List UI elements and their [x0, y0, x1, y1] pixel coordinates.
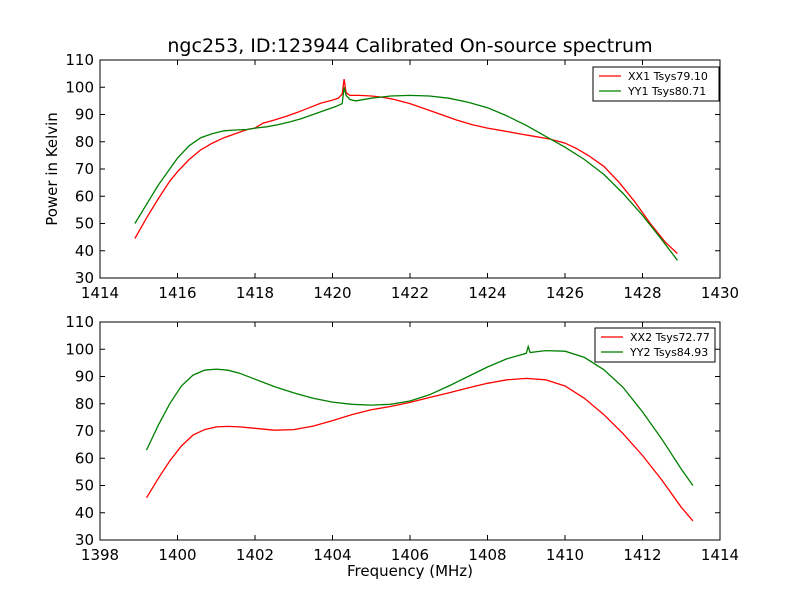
series-line-2-2 [145, 344, 694, 486]
y-tick-label: 110 [65, 51, 94, 69]
x-tick-label: 1422 [391, 284, 429, 302]
y-tick-label: 80 [75, 395, 94, 413]
x-tick-label: 1424 [468, 284, 506, 302]
x-tick-label: 1426 [546, 284, 584, 302]
y-tick-label: 90 [75, 106, 94, 124]
x-tick-label: 1406 [391, 546, 429, 564]
x-tick-label: 1402 [236, 546, 274, 564]
x-tick-label: 1408 [468, 546, 506, 564]
y-axis-label: Power in Kelvin [43, 112, 61, 226]
y-tick-label: 100 [65, 340, 94, 358]
x-tick-label: 1398 [81, 546, 119, 564]
legend-label-1-1: XX1 Tsys79.10 [628, 70, 708, 83]
x-tick-label: 1420 [313, 284, 351, 302]
legend-label-2-2: YY2 Tsys84.93 [629, 346, 708, 359]
x-tick-label: 1400 [158, 546, 196, 564]
x-tick-label: 1404 [313, 546, 351, 564]
y-tick-label: 100 [65, 78, 94, 96]
x-axis-label: Frequency (MHz) [347, 562, 473, 580]
y-tick-label: 110 [65, 313, 94, 331]
y-tick-label: 60 [75, 449, 94, 467]
y-tick-label: 30 [75, 531, 94, 549]
x-tick-label: 1428 [623, 284, 661, 302]
y-tick-label: 70 [75, 422, 94, 440]
series-line-2-1 [145, 377, 694, 522]
y-tick-label: 70 [75, 160, 94, 178]
y-tick-label: 60 [75, 187, 94, 205]
y-tick-label: 50 [75, 477, 94, 495]
y-tick-label: 50 [75, 215, 94, 233]
y-tick-label: 40 [75, 504, 94, 522]
series-line-1-2 [134, 87, 678, 261]
x-tick-label: 1416 [158, 284, 196, 302]
x-tick-label: 1414 [81, 284, 119, 302]
legend-box-2 [594, 327, 716, 363]
x-tick-label: 1410 [546, 546, 584, 564]
series-line-1-1 [134, 79, 678, 254]
legend-label-1-2: YY1 Tsys80.71 [627, 85, 706, 98]
figure-title: ngc253, ID:123944 Calibrated On-source s… [167, 35, 652, 57]
legend-box-1 [592, 66, 720, 102]
y-tick-label: 40 [75, 242, 94, 260]
x-tick-label: 1418 [236, 284, 274, 302]
x-tick-label: 1412 [623, 546, 661, 564]
y-tick-label: 90 [75, 368, 94, 386]
legend-label-2-1: XX2 Tsys72.77 [630, 331, 710, 344]
x-tick-label: 1414 [701, 546, 739, 564]
y-tick-label: 80 [75, 133, 94, 151]
y-tick-label: 30 [75, 269, 94, 287]
x-tick-label: 1430 [701, 284, 739, 302]
